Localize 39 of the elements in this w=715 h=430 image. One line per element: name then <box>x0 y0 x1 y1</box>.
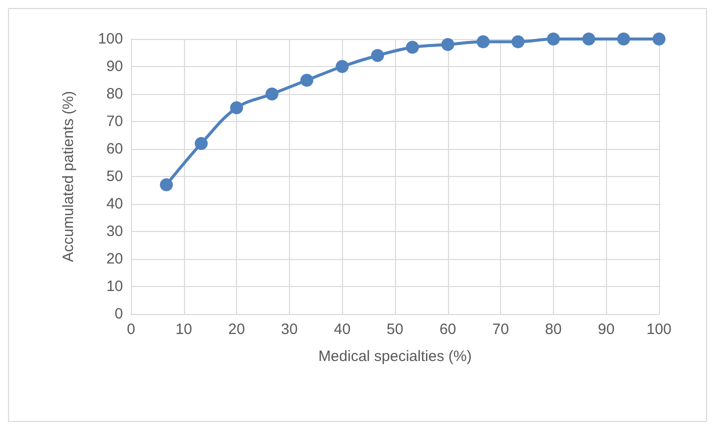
y-tick-label: 70 <box>106 113 123 130</box>
point <box>265 88 278 100</box>
point <box>476 35 490 48</box>
point <box>441 38 454 51</box>
y-tick-label: 30 <box>106 223 123 240</box>
y-tick-label: 20 <box>106 250 123 268</box>
y-tick-label: 80 <box>106 86 123 102</box>
y-tick-label: 100 <box>98 30 123 48</box>
point <box>371 49 384 62</box>
point <box>617 32 630 46</box>
y-tick-label: 60 <box>106 140 123 158</box>
y-tick-label: 0 <box>114 306 123 322</box>
x-tick-label: 60 <box>439 321 456 338</box>
point <box>652 32 666 46</box>
point <box>160 178 173 192</box>
y-axis-title: Accumulated patients (%) <box>60 91 77 262</box>
point <box>336 60 349 73</box>
point <box>512 35 525 48</box>
x-tick-label: 20 <box>228 321 245 338</box>
y-tick-label: 40 <box>106 196 123 212</box>
point <box>582 32 596 46</box>
x-tick-label: 70 <box>492 321 509 338</box>
x-axis-title: Medical specialties (%) <box>318 348 472 365</box>
point <box>194 137 208 150</box>
x-tick-label: 80 <box>545 321 562 338</box>
y-tick-label: 50 <box>106 168 123 185</box>
point <box>300 74 314 87</box>
y-tick-label: 90 <box>106 58 123 75</box>
x-tick-label: 40 <box>334 321 351 338</box>
x-tick-label: 90 <box>598 321 615 338</box>
x-tick-label: 0 <box>126 321 136 338</box>
x-tick-label: 30 <box>281 321 298 338</box>
point <box>230 101 244 114</box>
x-tick-label: 100 <box>646 321 672 338</box>
y-tick-label: 10 <box>106 278 123 295</box>
point <box>546 32 560 46</box>
x-tick-label: 10 <box>175 321 192 338</box>
x-tick-label: 50 <box>386 321 404 338</box>
point <box>406 40 419 54</box>
